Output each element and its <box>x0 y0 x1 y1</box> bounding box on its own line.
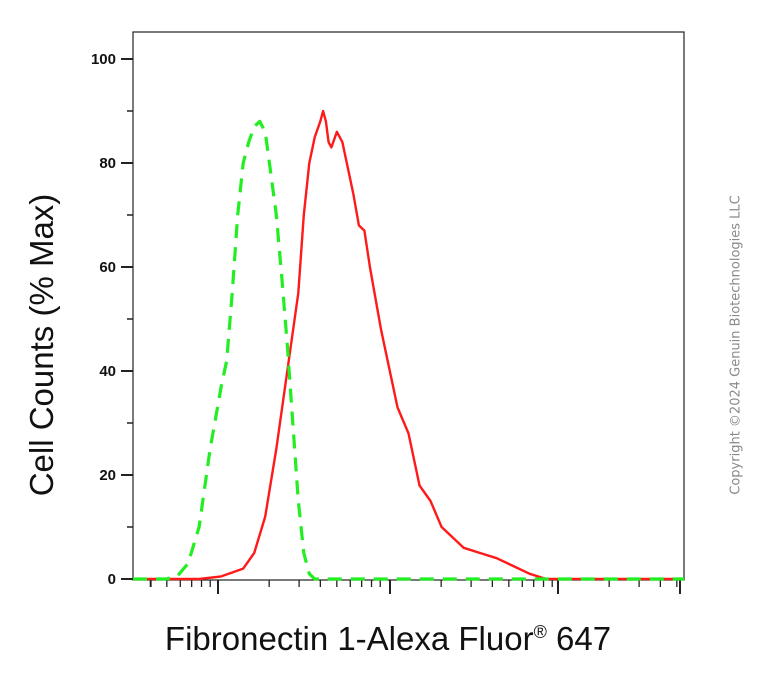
series-group <box>133 109 684 581</box>
plot-frame <box>132 31 685 581</box>
y-tick-label: 0 <box>108 571 116 588</box>
y-tick-label: 20 <box>99 467 116 484</box>
series-line-dashed-green <box>133 119 684 581</box>
y-axis-label: Cell Counts (% Max) <box>23 193 60 497</box>
copyright-text: Copyright ©2024 Genuin Biotechnologies L… <box>728 195 744 495</box>
y-tick-label: 100 <box>91 51 116 68</box>
x-axis-label-suffix: 647 <box>546 620 612 657</box>
x-axis-label-main: Fibronectin 1-Alexa Fluor <box>164 620 534 657</box>
y-tick-label: 60 <box>99 259 116 276</box>
x-axis-label-registered-mark: ® <box>533 622 547 642</box>
y-axis-ticks: 0 20 40 60 80 100 <box>91 51 133 588</box>
y-tick-label: 80 <box>99 155 116 172</box>
y-tick-label: 40 <box>99 363 116 380</box>
x-axis-label: Fibronectin 1-Alexa Fluor® 647 <box>0 620 776 658</box>
x-axis-ticks <box>149 580 681 594</box>
series-line-solid-red <box>133 109 684 581</box>
